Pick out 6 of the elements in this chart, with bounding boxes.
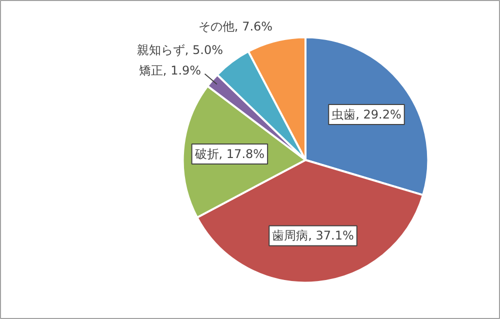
slice-label: 親知らず, 5.0% <box>136 43 224 58</box>
slice-label: 破折, 17.8% <box>194 146 265 161</box>
slice-label: その他, 7.6% <box>198 20 273 34</box>
slice-label: 歯周病, 37.1% <box>272 228 354 243</box>
slice-label: 矯正, 1.9% <box>138 64 202 78</box>
slice-label: 虫歯, 29.2% <box>332 108 402 122</box>
